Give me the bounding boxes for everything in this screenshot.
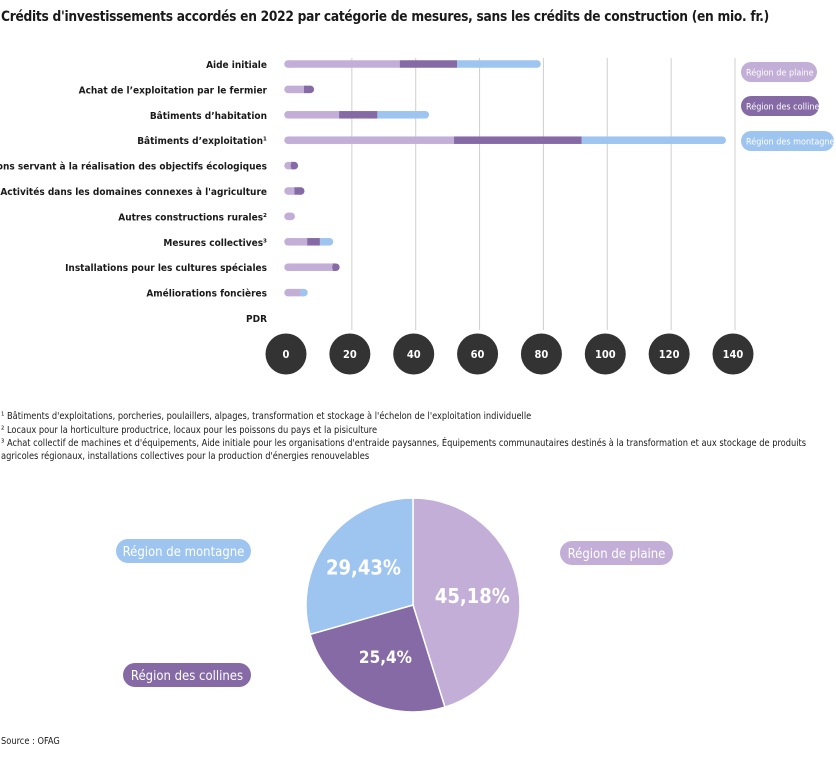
pie-slice <box>412 497 521 709</box>
x-tick-bubble <box>265 333 307 375</box>
bar-segment <box>339 111 378 119</box>
pie-value-label: 25,4% <box>359 648 412 668</box>
bar-cap-end <box>718 136 726 144</box>
category-label: Activités dans les domaines connexes à l… <box>0 186 267 198</box>
category-label: Installations servant à la réalisation d… <box>0 161 267 173</box>
bar-cap-start <box>284 60 292 68</box>
pie-slice <box>305 497 414 636</box>
pie-legend-label: Région de plaine <box>568 547 666 562</box>
pie-legend-pill <box>123 663 251 687</box>
pie-legend-pill <box>560 541 673 565</box>
bar-cap-end <box>290 161 299 170</box>
bar-cap-end <box>297 187 305 195</box>
footnote-1: ¹ Bâtiments d'exploitations, porcheries,… <box>1 411 532 422</box>
bar-cap-end <box>306 85 315 94</box>
bar-segment <box>319 238 330 246</box>
x-tick-bubble <box>648 333 690 375</box>
category-label: Aide initiale <box>206 60 267 71</box>
stacked-bar-chart: 0 20 40 60 80 100 120 140 Aide initiale Achat de … <box>0 58 835 375</box>
bar-cap-end <box>332 263 340 271</box>
bar-segment <box>288 136 455 144</box>
legend-label: Région de plaine <box>746 68 814 79</box>
source-note: Source : OFAG <box>1 736 60 747</box>
bar-cap-start <box>284 136 292 144</box>
x-tick-bubble <box>329 333 371 375</box>
category-label: Améliorations foncières <box>146 288 267 300</box>
category-label: Bâtiments d’habitation <box>150 110 267 122</box>
x-tick-bubble <box>712 333 754 375</box>
bar-segment <box>581 136 723 144</box>
footnote-3: ³ Achat collectif de machines et d'équip… <box>1 438 807 462</box>
bar-cap-start <box>284 111 292 119</box>
x-tick-bubble <box>584 333 626 375</box>
bar-cap-start <box>284 161 292 170</box>
footnote-2: ² Locaux pour la horticulture productric… <box>1 425 378 436</box>
x-tick-label: 100 <box>595 348 616 361</box>
x-tick-label: 120 <box>659 348 680 361</box>
category-label: PDR <box>246 314 267 325</box>
bar-segment <box>288 288 301 297</box>
chart-title: Crédits d'investissements accordés en 20… <box>1 9 769 25</box>
category-label: Autres constructions rurales² <box>118 212 267 223</box>
bar-segment <box>307 238 320 246</box>
x-tick-label: 140 <box>723 348 744 361</box>
pie-value-label: 45,18% <box>435 584 510 608</box>
bar-cap-start <box>284 238 292 246</box>
x-tick-label: 0 <box>283 348 290 361</box>
bar-cap-start <box>284 263 292 271</box>
category-label: Achat de l’exploitation par le fermier <box>79 85 268 96</box>
pie-value-label: 29,43% <box>326 556 401 580</box>
bar-cap-end <box>300 288 308 297</box>
bar-segment <box>377 111 426 119</box>
pie-legend-label: Région de montagne <box>123 545 245 560</box>
bar-segment <box>288 238 308 246</box>
x-tick-label: 40 <box>407 348 421 361</box>
x-tick-label: 60 <box>471 348 485 361</box>
category-label: Installations pour les cultures spéciale… <box>65 262 267 274</box>
category-label: Bâtiments d’exploitation¹ <box>137 135 267 147</box>
x-tick-label: 20 <box>343 348 357 361</box>
bar-segment <box>454 136 582 144</box>
bar-cap-start <box>284 187 292 195</box>
bar-cap-end <box>421 111 430 119</box>
legend-label: Région des collines <box>746 102 824 113</box>
x-tick-bubble <box>520 333 562 375</box>
bar-segment <box>288 60 400 68</box>
legend-pill <box>741 131 834 151</box>
pie-legend-label: Région des collines <box>131 669 243 684</box>
bar-cap-end <box>325 238 334 246</box>
category-label: Mesures collectives³ <box>163 238 267 249</box>
bar-cap-start <box>284 85 292 94</box>
x-tick-label: 80 <box>535 348 549 361</box>
bar-segment <box>288 263 333 271</box>
bar-cap-end <box>533 60 541 68</box>
x-tick-bubble <box>393 333 435 375</box>
bar-cap-end <box>287 212 295 221</box>
legend-pill <box>741 62 817 82</box>
x-tick-bubble <box>457 333 499 375</box>
legend-pill <box>741 96 819 116</box>
bar-cap-start <box>284 288 292 297</box>
pie-legend-pill <box>116 539 251 563</box>
bar-segment <box>288 85 304 94</box>
pie-slice <box>309 604 446 713</box>
bar-segment <box>288 111 340 119</box>
legend-label: Région des montagne <box>746 137 835 148</box>
bar-segment <box>399 60 458 68</box>
bar-segment <box>457 60 538 68</box>
